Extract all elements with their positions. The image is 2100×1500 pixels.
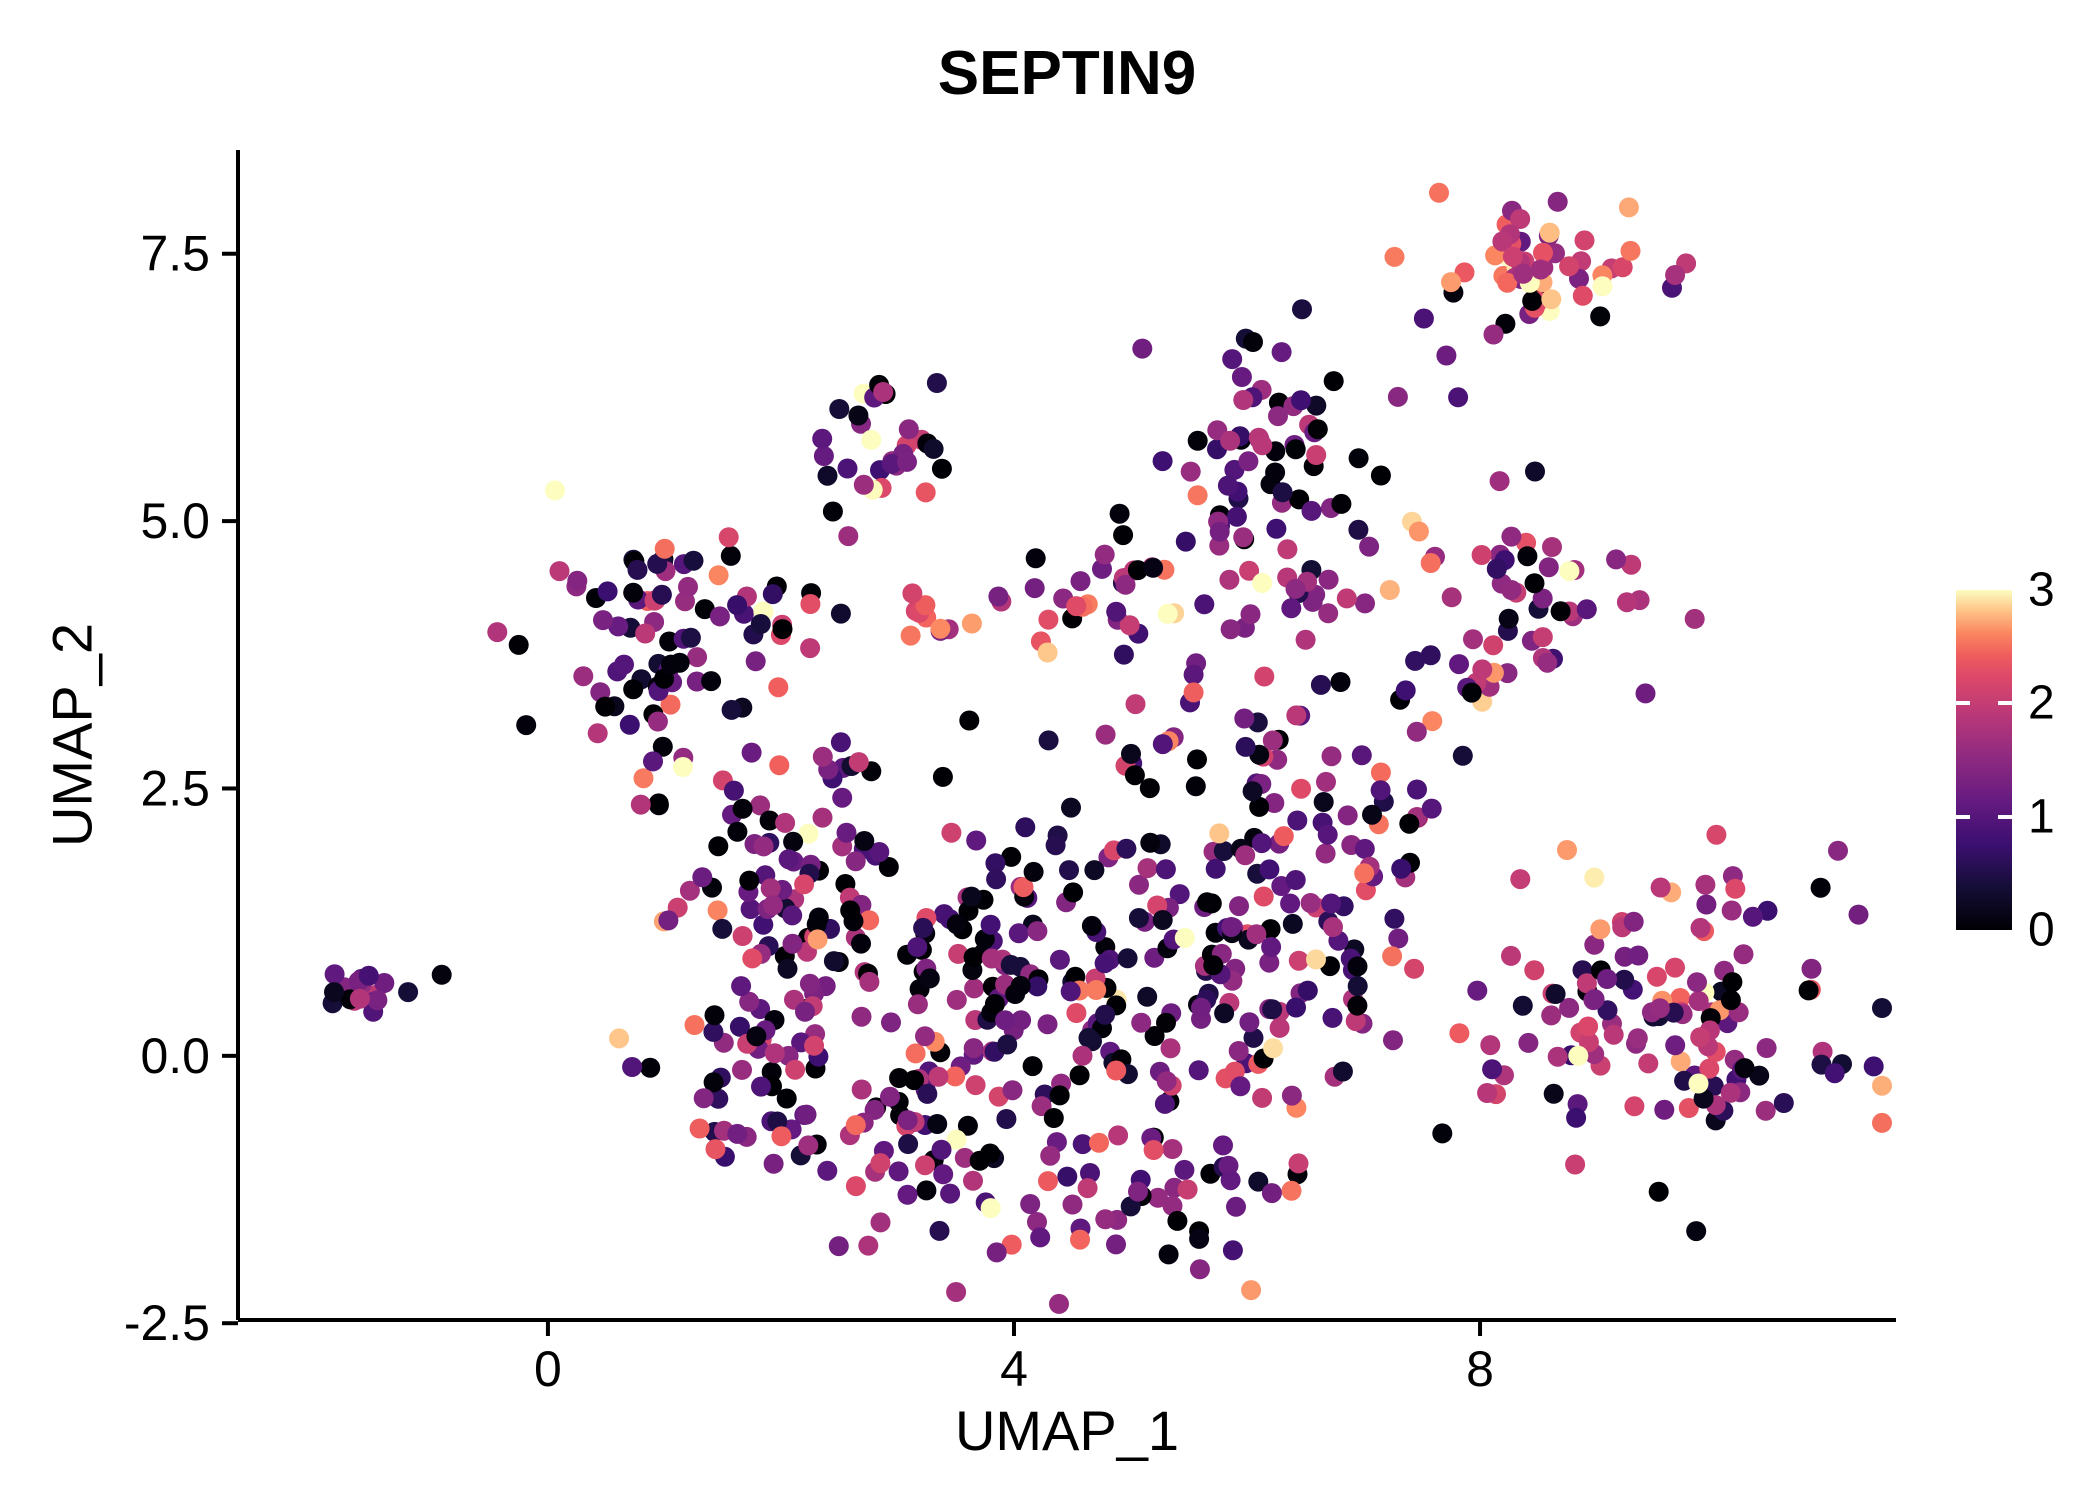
- svg-text:4: 4: [1000, 1341, 1028, 1397]
- expression-legend: 3 2 1 0: [1956, 564, 2100, 957]
- svg-text:2.5: 2.5: [140, 760, 210, 816]
- x-axis-label: UMAP_1: [954, 1399, 1180, 1462]
- plot-title: SEPTIN9: [937, 39, 1197, 108]
- svg-text:0.0: 0.0: [140, 1028, 210, 1084]
- legend-tick-label: 0: [2028, 903, 2055, 957]
- scatter-points: [322, 182, 1892, 1314]
- legend-tick-label: 1: [2028, 790, 2055, 844]
- y-axis-label: UMAP_2: [40, 622, 104, 848]
- svg-text:0: 0: [534, 1341, 562, 1397]
- legend-colorbar-tick: [1956, 814, 1970, 819]
- svg-text:5.0: 5.0: [140, 493, 210, 549]
- legend-colorbar-tick: [1956, 701, 1970, 706]
- legend-colorbar-tick: [1998, 814, 2012, 819]
- legend-tick-label: 2: [2028, 676, 2055, 730]
- svg-text:8: 8: [1466, 1341, 1494, 1397]
- axes: [222, 150, 1896, 1336]
- legend-tick-label: 3: [2028, 563, 2055, 617]
- legend-colorbar-tick: [1998, 701, 2012, 706]
- svg-text:7.5: 7.5: [140, 226, 210, 282]
- svg-text:-2.5: -2.5: [124, 1295, 210, 1351]
- legend-colorbar: [1956, 590, 2012, 930]
